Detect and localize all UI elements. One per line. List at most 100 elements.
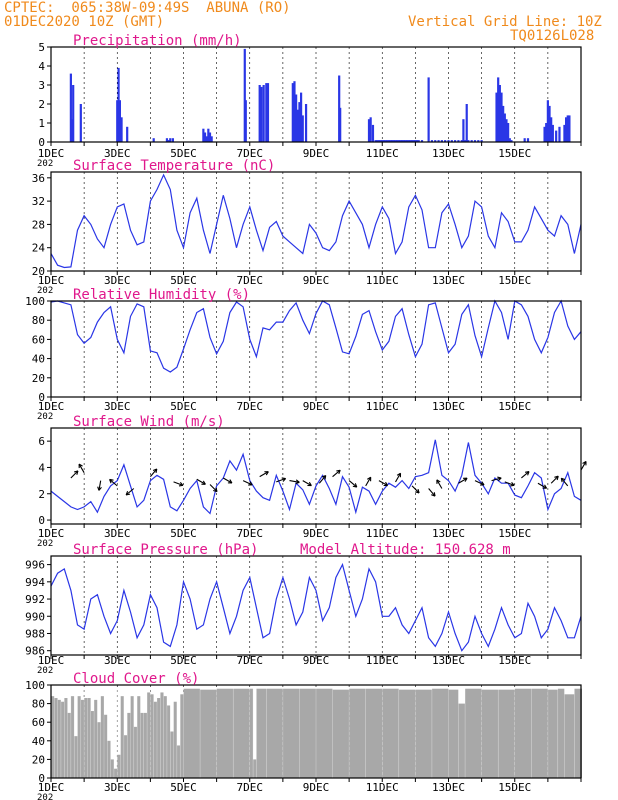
precip-bar [563, 124, 566, 142]
wind-arrow-head [321, 475, 327, 480]
precip-bar [116, 100, 119, 142]
precip-bar [405, 140, 409, 142]
precip-bar [381, 140, 384, 142]
cloud-bar [282, 688, 300, 778]
y-tick-label: 2 [38, 488, 45, 501]
y-tick-label: 4 [38, 60, 45, 73]
precip-bar [546, 100, 549, 142]
y-tick-label: 36 [32, 172, 45, 185]
wind-arrow-shaft [242, 480, 253, 486]
year-stub: 202 [37, 159, 53, 169]
wind-arrow-shaft [491, 477, 502, 482]
x-tick-label: 5DEC [170, 274, 197, 287]
precip-bar [266, 83, 270, 142]
precip-bar [394, 140, 397, 142]
x-tick-label: 13DEC [432, 527, 465, 540]
precip-bar [543, 126, 546, 142]
precip-bar [502, 105, 505, 142]
wind-arrow-shaft [458, 477, 468, 484]
precip-bar [415, 140, 419, 142]
cloud-bar [80, 699, 85, 778]
cloud-bar [163, 696, 167, 778]
y-tick-label: 40 [32, 353, 45, 366]
precip-bar [526, 138, 530, 142]
panel-wind: 0 2 4 6 1DEC 3DEC 5DEC 7DEC 9DEC 11DEC 13DEC 15DEC 2… [37, 414, 587, 549]
cloud-bar [130, 696, 134, 778]
precip-bar [430, 140, 434, 142]
cloud-bar [113, 768, 118, 778]
x-tick-label: 13DEC [432, 400, 465, 413]
cloud-bar [398, 689, 416, 778]
precip-bar [260, 86, 263, 142]
wind-arrow-shaft [125, 488, 135, 496]
cloud-bar [216, 688, 234, 778]
precip-bar [507, 123, 510, 142]
cloud-bar [557, 688, 565, 778]
wind-arrow [70, 470, 79, 479]
precip-bar [293, 81, 296, 142]
x-tick-label: 1DEC [38, 654, 65, 667]
wind-arrow [318, 475, 327, 484]
precip-bar [497, 77, 500, 142]
precip-bar [301, 115, 304, 142]
cloud-bar [249, 688, 254, 778]
x-tick-label: 7DEC [237, 147, 264, 160]
precip-bar [462, 119, 465, 142]
cloud-bar [150, 694, 154, 778]
wind-arrow [332, 469, 341, 478]
x-tick-label: 7DEC [237, 400, 264, 413]
panel-rh: 0 20 40 60 80 100 1DEC 3DEC 5DEC 7DEC 9DEC 11DEC 13D… [25, 287, 582, 422]
precip-bar [384, 140, 387, 142]
wind-arrow [550, 475, 559, 484]
wind-arrow-head [525, 471, 530, 476]
wind-arrow [491, 476, 502, 482]
precip-bar [243, 48, 246, 142]
cloud-bar [137, 696, 141, 778]
cloud-bar [458, 703, 466, 778]
panel-frame [50, 555, 582, 656]
x-tick-label: 3DEC [104, 274, 131, 287]
cloud-bar [431, 688, 449, 778]
x-tick-label: 11DEC [366, 274, 399, 287]
precip-bar [369, 117, 372, 142]
wind-arrow [411, 485, 420, 494]
x-tick-label: 11DEC [366, 654, 399, 667]
precip-bar [396, 140, 399, 142]
x-tick-label: 5DEC [170, 147, 197, 160]
cloud-bar [448, 689, 459, 778]
wind-arrow [537, 482, 548, 489]
wind-arrow [348, 480, 358, 488]
x-tick-label: 1DEC [38, 147, 65, 160]
precip-bar [386, 140, 389, 142]
wind-arrow [149, 468, 158, 478]
x-tick-label: 15DEC [498, 400, 531, 413]
year-stub: 202 [37, 793, 53, 800]
x-tick-label: 3DEC [104, 654, 131, 667]
cloud-bar [498, 689, 515, 778]
precip-bar [69, 73, 72, 142]
precip-bar [480, 140, 483, 142]
y-tick-label: 2 [38, 98, 45, 111]
y-tick-label: 100 [25, 679, 45, 692]
cloud-bar [64, 698, 68, 778]
wind-arrow [521, 471, 530, 479]
wind-arrow [436, 479, 443, 489]
precip-bar [296, 109, 299, 142]
cloud-bar [77, 696, 81, 778]
cloud-bar [266, 688, 283, 778]
precip-bar [414, 140, 417, 142]
precip-bar [295, 94, 298, 142]
precip-bar [477, 140, 480, 142]
x-tick-label: 1DEC [38, 781, 65, 794]
precip-bar [167, 140, 170, 142]
cloud-bar [160, 692, 164, 778]
precip-bar [391, 140, 394, 142]
wind-arrow [97, 480, 102, 491]
panel-title-wind: Surface Wind (m/s) [73, 414, 225, 430]
precip-bar [291, 83, 294, 142]
wind-arrow [395, 472, 402, 483]
y-tick-label: 20 [32, 753, 45, 766]
x-tick-label: 15DEC [498, 654, 531, 667]
wind-arrow-shaft [411, 485, 420, 494]
